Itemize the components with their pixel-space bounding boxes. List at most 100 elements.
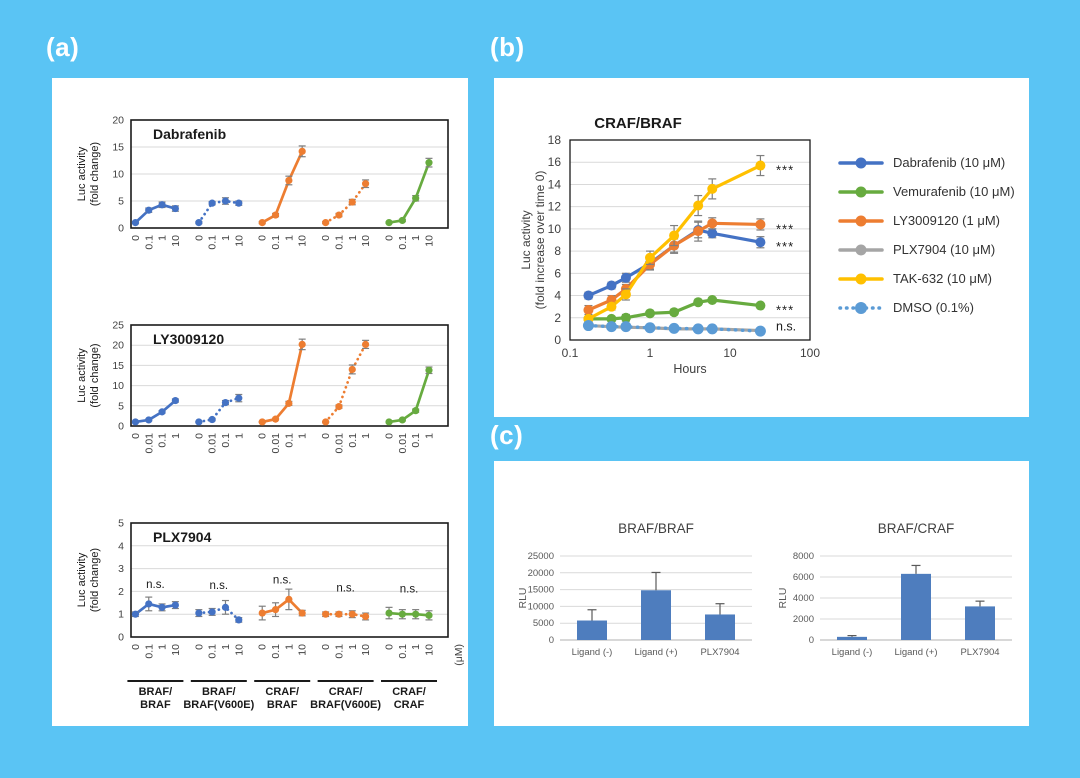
svg-text:1: 1 xyxy=(157,644,169,650)
legend-label: LY3009120 (1 μM) xyxy=(893,213,1000,228)
svg-text:***: *** xyxy=(776,239,794,254)
svg-text:1: 1 xyxy=(297,433,309,439)
svg-text:10: 10 xyxy=(297,644,309,656)
svg-text:0: 0 xyxy=(320,235,332,241)
svg-text:10: 10 xyxy=(723,346,737,360)
svg-text:0.1: 0.1 xyxy=(347,433,359,448)
svg-text:25000: 25000 xyxy=(528,551,554,562)
svg-text:0.1: 0.1 xyxy=(410,433,422,448)
svg-text:5000: 5000 xyxy=(533,618,554,629)
panel-a: 0 5 10 15 20 Luc activity (fold change) Dabrafe… xyxy=(52,78,468,726)
svg-text:Luc activity: Luc activity xyxy=(76,552,88,607)
svg-text:0: 0 xyxy=(809,635,814,646)
legend-item: Vemurafenib (10 μM) xyxy=(838,177,1028,206)
svg-text:n.s.: n.s. xyxy=(400,584,419,596)
svg-text:0.1: 0.1 xyxy=(143,235,155,250)
svg-text:0: 0 xyxy=(130,433,142,439)
svg-text:Luc activity: Luc activity xyxy=(76,146,88,201)
chart-braf-braf-rlu: 0 5000 10000 15000 20000 25000 RLU BRAF/BRAF Lig… xyxy=(517,521,752,658)
svg-text:10: 10 xyxy=(233,644,245,656)
svg-text:0.01: 0.01 xyxy=(143,433,155,454)
svg-text:(fold change): (fold change) xyxy=(89,142,101,206)
svg-text:1: 1 xyxy=(283,235,295,241)
legend-label: Dabrafenib (10 μM) xyxy=(893,155,1006,170)
svg-text:0: 0 xyxy=(320,433,332,439)
legend-item: TAK-632 (10 μM) xyxy=(838,264,1028,293)
svg-text:0: 0 xyxy=(118,421,124,433)
svg-text:0.1: 0.1 xyxy=(270,235,282,250)
legend-label: TAK-632 (10 μM) xyxy=(893,271,992,286)
svg-text:1: 1 xyxy=(347,235,359,241)
svg-text:BRAF/: BRAF/ xyxy=(139,686,173,698)
svg-text:5: 5 xyxy=(118,196,124,208)
svg-text:0: 0 xyxy=(257,644,269,650)
svg-text:1: 1 xyxy=(220,644,232,650)
svg-text:10: 10 xyxy=(423,644,435,656)
svg-text:20: 20 xyxy=(112,340,124,352)
legend-marker-line xyxy=(838,273,884,284)
legend-marker-line xyxy=(838,244,884,255)
legend: Dabrafenib (10 μM) Vemurafenib (10 μM) LY3… xyxy=(838,148,1028,322)
svg-text:BRAF/: BRAF/ xyxy=(202,686,236,698)
svg-text:1: 1 xyxy=(360,433,372,439)
svg-text:n.s.: n.s. xyxy=(336,582,355,594)
svg-text:0.1: 0.1 xyxy=(220,433,232,448)
svg-text:0: 0 xyxy=(130,235,142,241)
svg-text:0.1: 0.1 xyxy=(397,644,409,659)
legend-item: PLX7904 (10 μM) xyxy=(838,235,1028,264)
svg-text:0: 0 xyxy=(193,644,205,650)
svg-text:0: 0 xyxy=(193,235,205,241)
svg-text:0: 0 xyxy=(118,223,124,235)
svg-text:Hours: Hours xyxy=(673,362,706,376)
svg-text:n.s.: n.s. xyxy=(210,580,229,592)
legend-label: Vemurafenib (10 μM) xyxy=(893,184,1015,199)
svg-text:1: 1 xyxy=(423,433,435,439)
svg-text:5: 5 xyxy=(118,400,124,412)
svg-text:0.1: 0.1 xyxy=(562,346,579,360)
svg-text:5: 5 xyxy=(118,518,124,530)
chart-braf-craf-rlu: 0 2000 4000 6000 8000 RLU BRAF/CRAF Ligand (-) L… xyxy=(777,521,1012,658)
legend-item: LY3009120 (1 μM) xyxy=(838,206,1028,235)
svg-text:BRAF(V600E): BRAF(V600E) xyxy=(310,699,381,711)
svg-text:(μM): (μM) xyxy=(453,644,465,666)
svg-text:(fold increase over time 0): (fold increase over time 0) xyxy=(533,171,547,310)
svg-text:10: 10 xyxy=(360,235,372,247)
svg-text:0: 0 xyxy=(257,433,269,439)
svg-text:Ligand (-): Ligand (-) xyxy=(832,647,873,658)
svg-text:10: 10 xyxy=(112,380,124,392)
svg-text:10000: 10000 xyxy=(528,601,554,612)
svg-text:0: 0 xyxy=(549,635,554,646)
svg-text:15: 15 xyxy=(112,360,124,372)
svg-text:Ligand (+): Ligand (+) xyxy=(894,647,937,658)
svg-text:Ligand (+): Ligand (+) xyxy=(634,647,677,658)
svg-text:Ligand (-): Ligand (-) xyxy=(572,647,613,658)
svg-text:***: *** xyxy=(776,303,794,318)
legend-item: DMSO (0.1%) xyxy=(838,293,1028,322)
svg-text:10: 10 xyxy=(170,235,182,247)
svg-text:0.1: 0.1 xyxy=(397,235,409,250)
svg-text:0: 0 xyxy=(118,632,124,644)
svg-text:1: 1 xyxy=(347,644,359,650)
svg-text:1: 1 xyxy=(118,609,124,621)
svg-text:CRAF/: CRAF/ xyxy=(265,686,299,698)
svg-text:0: 0 xyxy=(320,644,332,650)
chart-craf-braf-timecourse: 0 2 4 6 8 10 12 14 16 18 0.1 1 10 100 Hours Luc activit… xyxy=(519,115,820,376)
svg-text:n.s.: n.s. xyxy=(146,579,165,591)
svg-text:CRAF/BRAF: CRAF/BRAF xyxy=(594,115,682,132)
svg-text:CRAF: CRAF xyxy=(394,699,425,711)
svg-text:15000: 15000 xyxy=(528,585,554,596)
svg-text:20: 20 xyxy=(112,115,124,127)
svg-text:1: 1 xyxy=(410,235,422,241)
svg-text:(fold change): (fold change) xyxy=(89,548,101,612)
svg-text:2000: 2000 xyxy=(793,614,814,625)
svg-text:20000: 20000 xyxy=(528,568,554,579)
svg-text:BRAF: BRAF xyxy=(140,699,171,711)
svg-text:PLX7904: PLX7904 xyxy=(153,529,212,545)
svg-text:4: 4 xyxy=(118,540,124,552)
svg-text:BRAF: BRAF xyxy=(267,699,298,711)
legend-marker-line xyxy=(838,157,884,168)
svg-text:0.1: 0.1 xyxy=(270,644,282,659)
svg-text:CRAF/: CRAF/ xyxy=(392,686,426,698)
